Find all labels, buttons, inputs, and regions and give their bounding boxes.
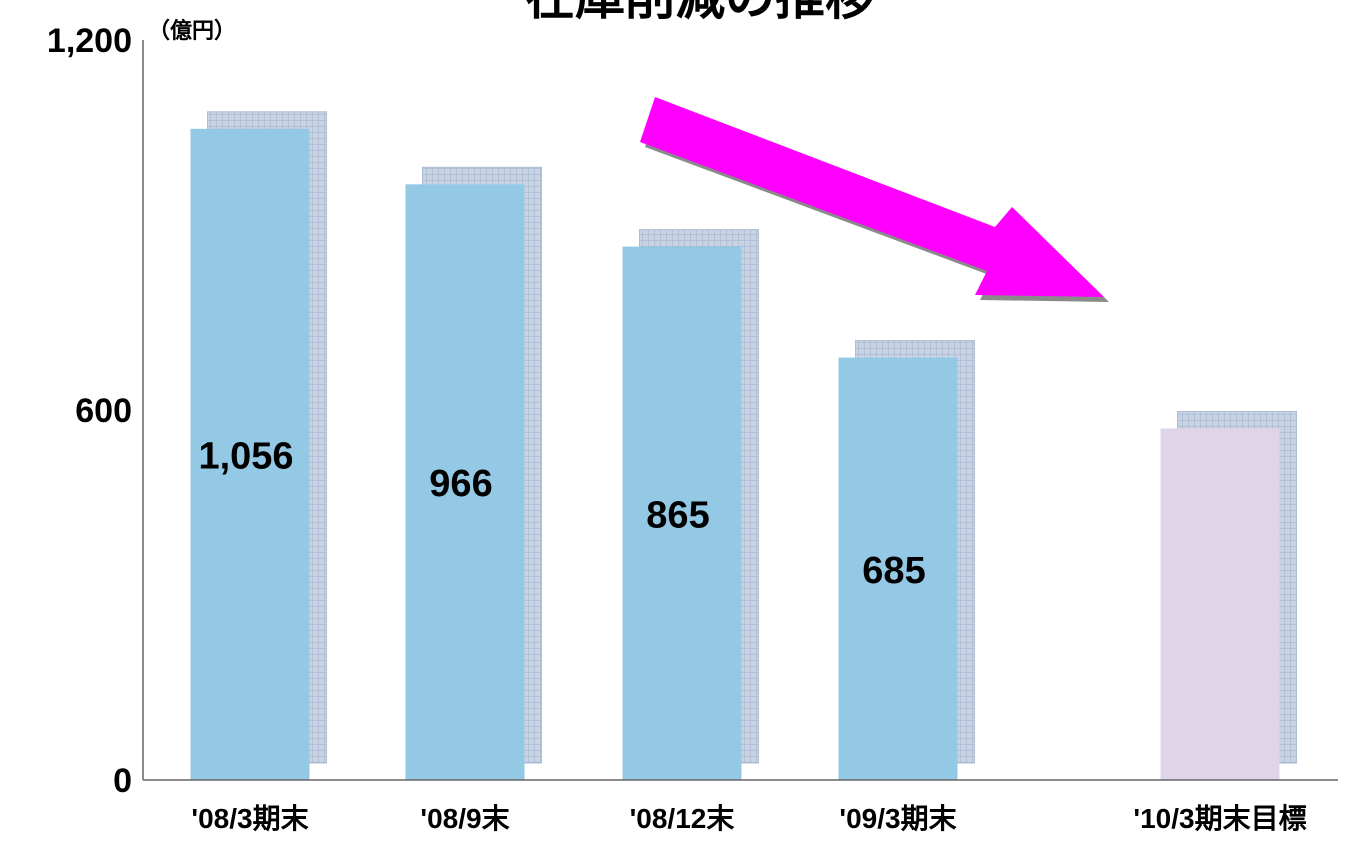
target-bar <box>1160 428 1280 780</box>
trend-arrow-body <box>640 97 1104 297</box>
bar <box>622 246 742 781</box>
bar-value-label: 966 <box>429 463 492 505</box>
bar <box>838 357 958 780</box>
y-tick-label: 1,200 <box>47 22 132 60</box>
y-tick-label: 600 <box>75 392 132 430</box>
y-axis-ticks: 0 600 1,200 <box>47 22 132 800</box>
bar-value-label: 865 <box>646 494 709 536</box>
x-axis-labels: '08/3期末 '08/9末 '08/12末 '09/3期末 '10/3期末目標 <box>191 803 1306 834</box>
x-category-label: '09/3期末 <box>839 803 956 834</box>
chart-title: 在庫削減の推移 <box>525 0 875 25</box>
bar <box>405 184 525 781</box>
value-labels: 1,056 966 865 685 <box>198 435 925 591</box>
x-category-label: '08/12末 <box>630 803 735 834</box>
x-category-label: '08/9末 <box>420 803 509 834</box>
bar-value-label: 685 <box>862 550 925 592</box>
unit-label: （億円） <box>148 18 236 43</box>
y-tick-label: 0 <box>113 762 132 800</box>
bar <box>190 128 310 781</box>
trend-arrow <box>640 97 1109 302</box>
x-category-label: '10/3期末目標 <box>1133 803 1306 834</box>
bar-value-label: 1,056 <box>198 435 293 477</box>
x-category-label: '08/3期末 <box>191 803 308 834</box>
bars <box>190 111 1297 781</box>
